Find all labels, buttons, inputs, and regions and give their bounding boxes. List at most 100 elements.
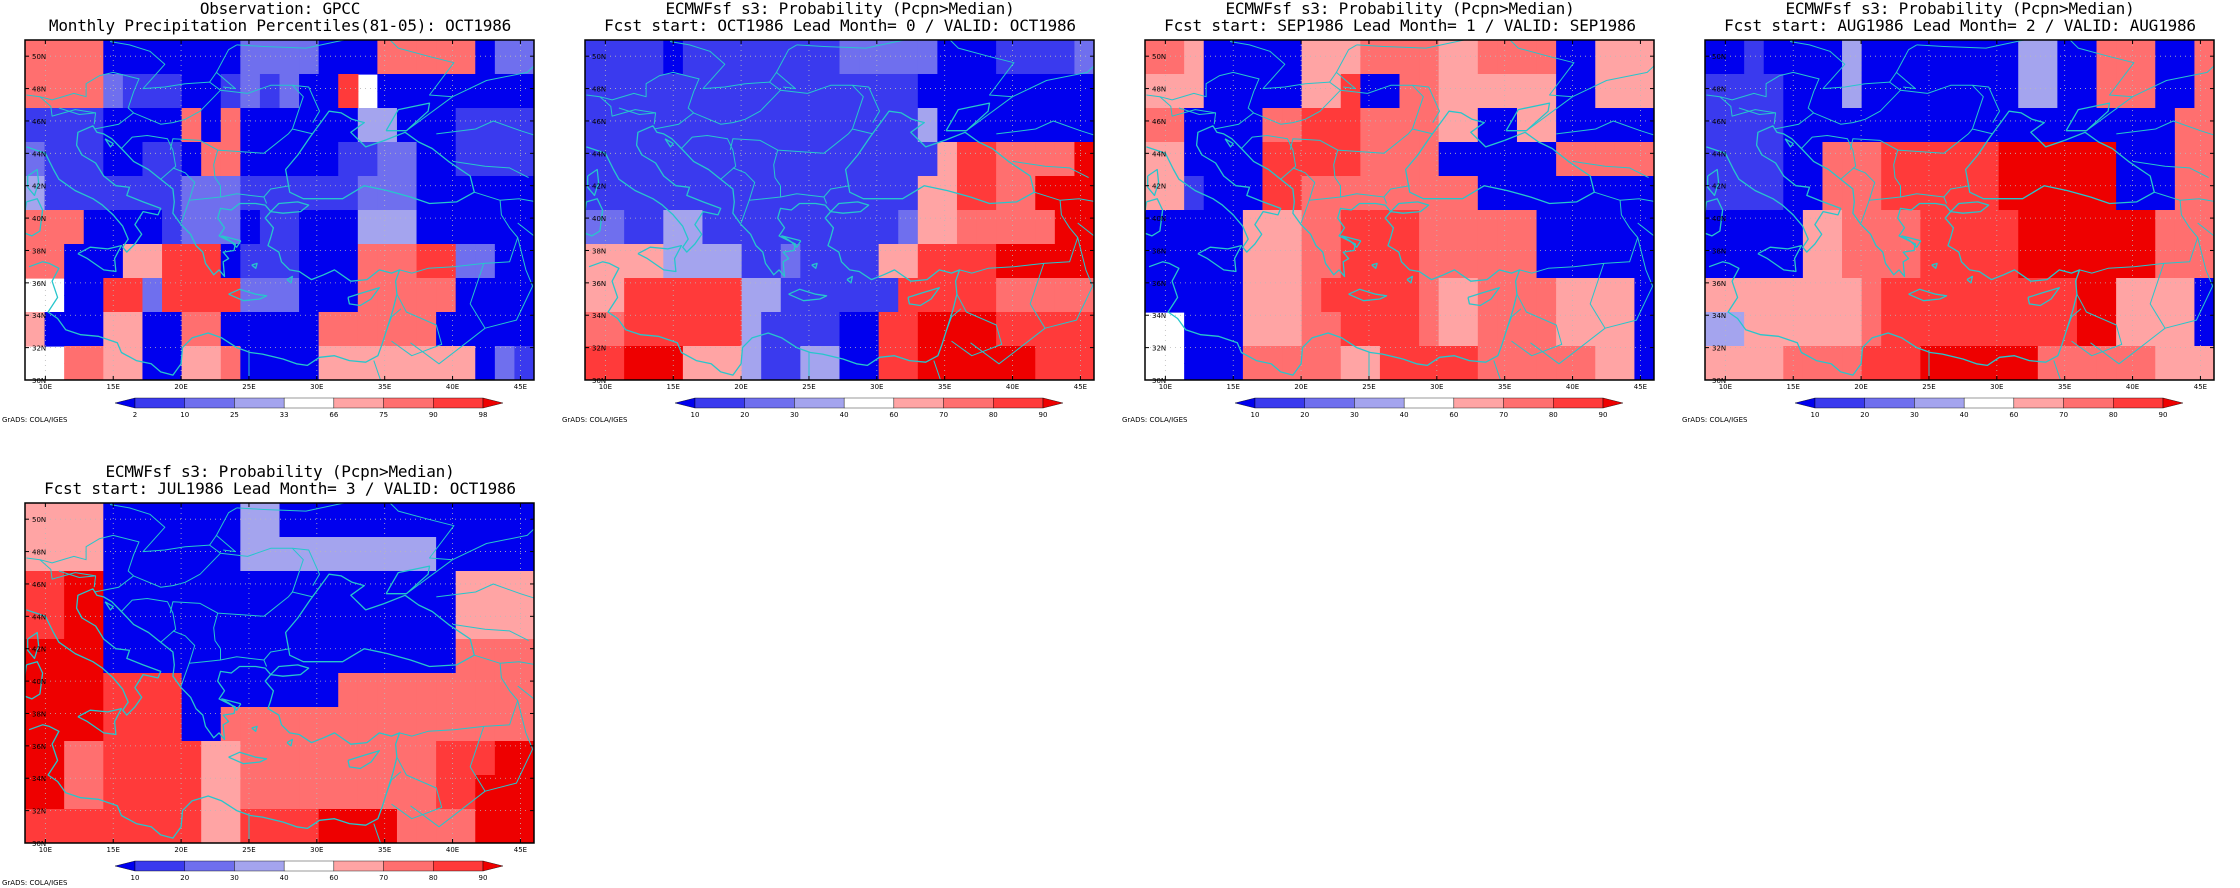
grid-cell [475, 571, 496, 589]
grid-cell [1861, 159, 1882, 177]
grid-cell [103, 741, 124, 759]
colorbar-label: 90 [479, 874, 488, 882]
grid-cell [1164, 108, 1185, 126]
grid-cell [1477, 295, 1498, 313]
grid-cell [103, 74, 124, 92]
grid-cell [103, 503, 124, 521]
grid-cell [1262, 193, 1283, 211]
grid-cell [1203, 159, 1224, 177]
grid-cell [898, 244, 919, 262]
graticule [585, 40, 1094, 380]
grid-cell [1744, 244, 1765, 262]
grid-cell [800, 363, 821, 380]
grid-cell [357, 227, 378, 245]
grid-cell [2135, 210, 2156, 228]
grid-cell [682, 278, 704, 296]
grid-cell [1477, 227, 1498, 245]
grid-cell [475, 346, 496, 364]
grid-cell [142, 142, 163, 160]
grid-cell [201, 656, 222, 674]
grid-cell [2194, 244, 2214, 262]
colorbar-label: 40 [280, 874, 289, 882]
grid-cell [25, 312, 46, 330]
grid-cell [2018, 278, 2039, 296]
grid-cell [1145, 74, 1166, 92]
grid-cell [1360, 295, 1381, 313]
grid-cell [494, 571, 516, 589]
grid-cell [1900, 125, 1921, 143]
grid-cell [996, 57, 1017, 75]
map-panel-3: ECMWFsf s3: Probability (Pcpn>Median) Fcs… [1120, 0, 1680, 425]
grid-cell [122, 329, 144, 347]
grid-cell [1556, 210, 1577, 228]
grid-cell [585, 125, 606, 143]
grid-cell [878, 176, 899, 194]
grid-cell [702, 261, 723, 279]
grid-cell [44, 588, 65, 606]
grid-cell [64, 554, 85, 572]
grid-cell [780, 363, 801, 380]
grid-cell [1184, 244, 1205, 262]
grid-cell [83, 775, 104, 793]
grid-cell [279, 656, 300, 674]
grid-cell [1340, 108, 1361, 126]
grid-cell [898, 295, 919, 313]
grid-cell [819, 227, 841, 245]
coastlines [1705, 40, 2214, 380]
grid-cell [1074, 278, 1094, 296]
grid-cell [722, 159, 743, 177]
grid-cell [741, 125, 762, 143]
grid-cell [859, 176, 880, 194]
grid-cell [1724, 346, 1745, 364]
grid-cell [2037, 329, 2058, 347]
grid-cell [2057, 295, 2078, 313]
grid-cell [2135, 244, 2156, 262]
grid-cell [722, 176, 743, 194]
grid-cell [103, 159, 124, 177]
grid-cell [2116, 278, 2137, 296]
grid-cell [722, 329, 743, 347]
grid-cell [436, 707, 457, 725]
grid-cell [299, 707, 320, 725]
grid-cell [514, 707, 534, 725]
grid-cell [1262, 312, 1283, 330]
grid-cell [416, 707, 437, 725]
grid-cell [122, 108, 144, 126]
grid-cell [859, 142, 880, 160]
grid-cell [142, 40, 163, 58]
grid-cell [514, 792, 534, 810]
grid-cell [279, 244, 300, 262]
grid-cell [643, 210, 664, 228]
grid-cell [338, 622, 359, 640]
grid-cell [220, 261, 241, 279]
grid-cell [1920, 312, 1941, 330]
grid-cell [416, 588, 437, 606]
grid-cell [1015, 74, 1036, 92]
grid-cell [819, 125, 841, 143]
grid-cell [1822, 295, 1843, 313]
grid-cell [1802, 278, 1824, 296]
grid-cell [878, 159, 899, 177]
colorbar-min-arrow [114, 860, 136, 872]
grid-cell [357, 295, 378, 313]
grid-cell [377, 125, 398, 143]
grid-cell [1959, 363, 1980, 380]
colorbar-bin [184, 860, 235, 872]
grid-cell [1614, 261, 1636, 279]
grid-cell [956, 108, 978, 126]
grid-cell [338, 690, 359, 708]
grid-cell [377, 690, 398, 708]
grid-cell [1979, 74, 2000, 92]
grid-cell [2155, 227, 2176, 245]
grid-cell [279, 741, 300, 759]
grid-cell [1575, 91, 1596, 109]
grid-cell [299, 329, 320, 347]
grid-cell [240, 622, 261, 640]
grid-cell [162, 775, 183, 793]
grid-cell [181, 125, 202, 143]
grid-cell [1724, 329, 1745, 347]
grid-cell [1939, 312, 1961, 330]
grid-cell [839, 312, 860, 330]
grid-cell [318, 244, 339, 262]
grid-cell [1705, 227, 1726, 245]
